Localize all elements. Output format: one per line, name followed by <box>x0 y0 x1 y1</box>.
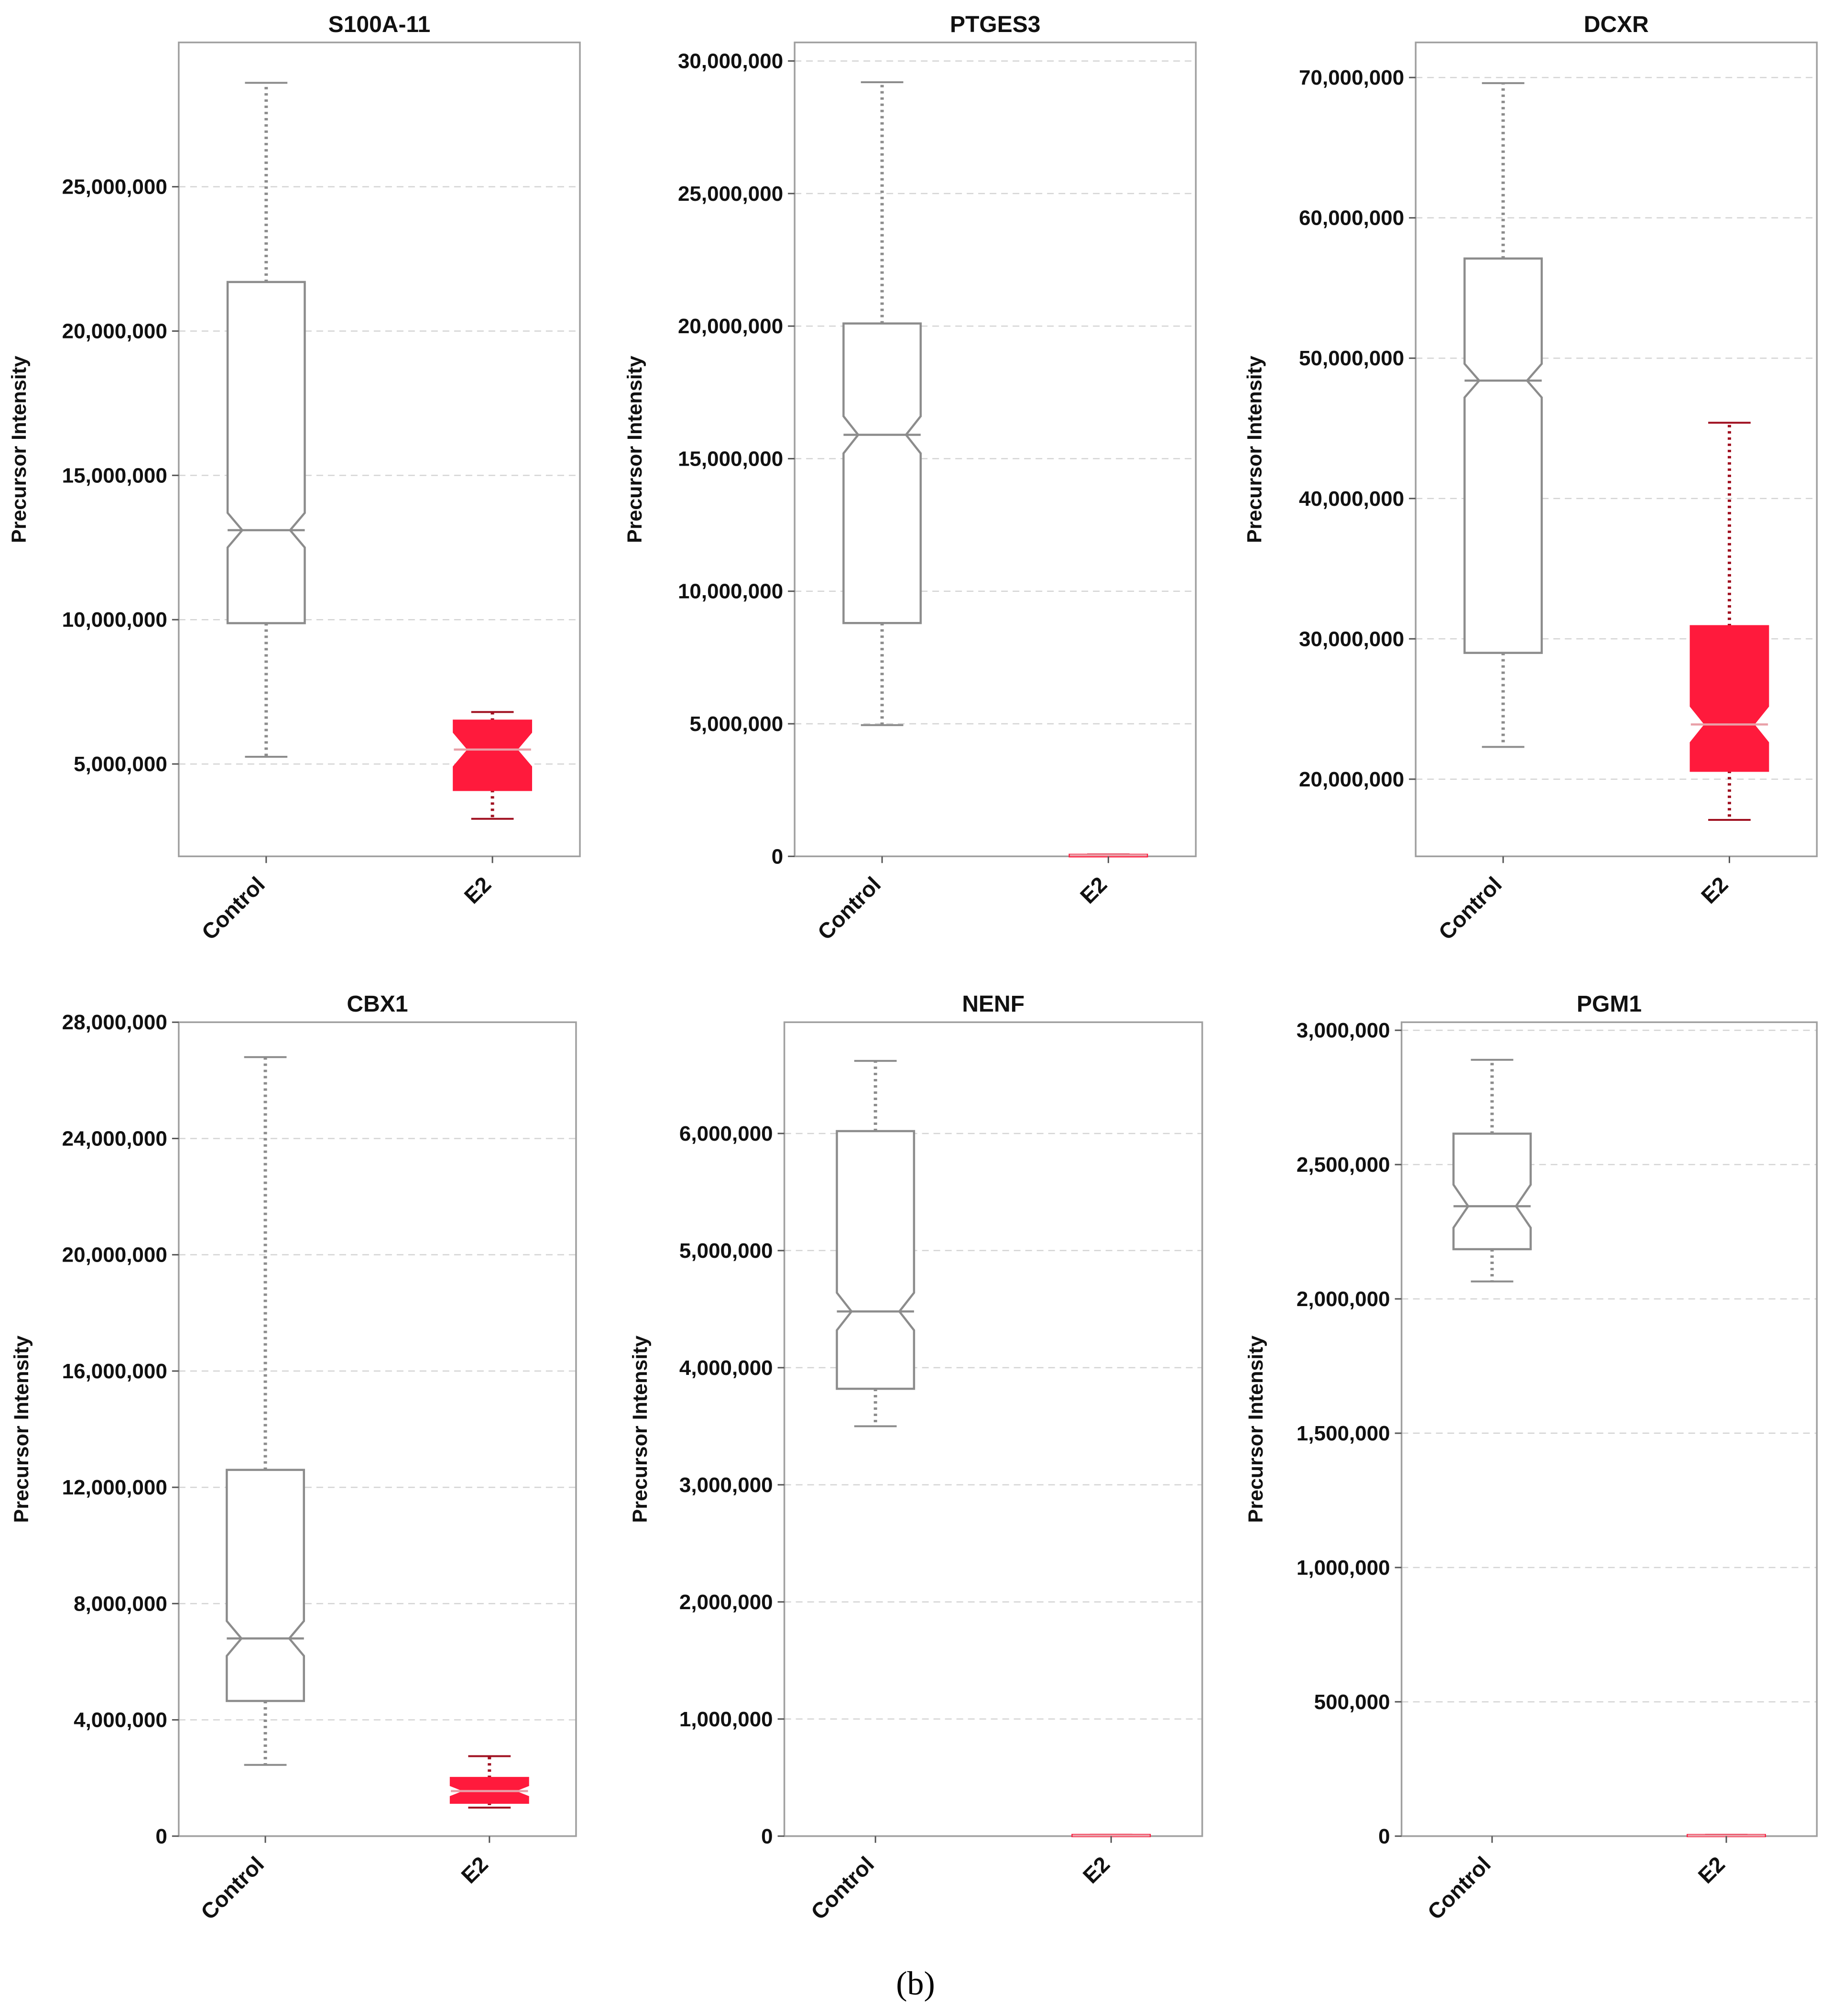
y-axis-label: Precursor Intensity <box>8 356 31 543</box>
x-tick-label: Control <box>196 1852 269 1924</box>
y-tick-label: 24,000,000 <box>62 1127 167 1150</box>
y-tick-label: 60,000,000 <box>1299 207 1404 230</box>
y-tick-label: 12,000,000 <box>62 1476 167 1499</box>
plot-frame <box>794 42 1197 858</box>
chart-cbx1: CBX1 Precursor Intensity 0 4,000,000 8,000,0… <box>10 992 577 1924</box>
y-tick-label: 5,000,000 <box>74 752 167 776</box>
plot-frame <box>1400 1021 1818 1837</box>
y-tick-label: 20,000,000 <box>62 1243 167 1267</box>
chart-s100a-11: S100A-11 Precursor Intensity 5,000,000 10,0… <box>8 12 581 945</box>
x-tick-label: E2 <box>1075 872 1112 909</box>
y-tick-label: 1,000,000 <box>1297 1556 1390 1580</box>
box-body <box>226 281 306 624</box>
box-body <box>1452 1133 1532 1251</box>
box-control <box>1463 82 1543 748</box>
chart-title: DCXR <box>1584 12 1649 37</box>
y-tick-label: 16,000,000 <box>62 1360 167 1383</box>
chart-title: S100A-11 <box>328 12 431 37</box>
box-body <box>1689 625 1769 772</box>
x-tick-label: E2 <box>459 872 496 909</box>
chart-pgm1: PGM1 Precursor Intensity 0 500,000 1,000,000… <box>1244 992 1818 1924</box>
y-tick-label: 5,000,000 <box>689 712 783 736</box>
chart-nenf: NENF Precursor Intensity 0 1,000,000 2,000,0… <box>629 992 1203 1924</box>
box-e2 <box>1071 1833 1151 1838</box>
y-tick-label: 4,000,000 <box>74 1709 167 1732</box>
box-control <box>1452 1058 1532 1283</box>
y-tick-label: 0 <box>772 845 783 868</box>
box-e2 <box>1687 1833 1766 1838</box>
y-tick-label: 25,000,000 <box>678 182 783 206</box>
y-tick-label: 5,000,000 <box>679 1239 773 1263</box>
y-tick-label: 20,000,000 <box>1299 768 1404 791</box>
y-tick-label: 15,000,000 <box>678 447 783 470</box>
y-tick-label: 20,000,000 <box>678 315 783 338</box>
box-body <box>836 1130 916 1390</box>
y-tick-label: 500,000 <box>1314 1690 1390 1714</box>
y-axis-label: Precursor Intensity <box>10 1335 33 1523</box>
box-body <box>1463 257 1543 654</box>
y-tick-label: 40,000,000 <box>1299 487 1404 511</box>
box-e2 <box>1689 422 1769 821</box>
box-e2 <box>1068 853 1148 858</box>
y-tick-label: 15,000,000 <box>62 464 167 487</box>
x-tick-label: E2 <box>456 1852 493 1888</box>
box-body <box>453 719 533 791</box>
box-body <box>226 1469 305 1702</box>
y-tick-label: 3,000,000 <box>679 1473 773 1497</box>
x-tick-label: E2 <box>1693 1852 1730 1888</box>
box-control <box>836 1060 916 1428</box>
figure-caption: (b) <box>896 1965 935 2002</box>
y-tick-label: 1,000,000 <box>679 1708 773 1731</box>
plot-frame <box>178 42 581 858</box>
x-tick-label: E2 <box>1696 872 1733 909</box>
y-axis-label: Precursor Intensity <box>1244 1335 1267 1523</box>
y-tick-label: 30,000,000 <box>1299 627 1404 651</box>
y-tick-label: 10,000,000 <box>62 608 167 632</box>
x-tick-label: E2 <box>1078 1852 1115 1888</box>
y-tick-label: 1,500,000 <box>1297 1422 1390 1445</box>
plot-frame <box>178 1021 577 1837</box>
y-tick-label: 0 <box>1378 1825 1390 1848</box>
y-axis-label: Precursor Intensity <box>623 356 646 543</box>
chart-title: PGM1 <box>1577 992 1642 1017</box>
box-e2 <box>449 1755 529 1809</box>
box-body <box>842 322 922 624</box>
plot-frame <box>783 1021 1203 1837</box>
box-e2 <box>453 711 533 820</box>
y-tick-label: 25,000,000 <box>62 175 167 199</box>
y-axis-label: Precursor Intensity <box>629 1335 652 1523</box>
y-tick-label: 2,000,000 <box>679 1591 773 1614</box>
y-tick-label: 30,000,000 <box>678 50 783 73</box>
chart-title: PTGES3 <box>950 12 1040 37</box>
x-tick-label: Control <box>1423 1852 1495 1924</box>
y-tick-label: 6,000,000 <box>679 1122 773 1145</box>
chart-title: CBX1 <box>347 992 408 1017</box>
y-tick-label: 50,000,000 <box>1299 347 1404 370</box>
box-control <box>226 82 306 758</box>
y-tick-label: 0 <box>155 1825 167 1848</box>
y-tick-label: 2,000,000 <box>1297 1287 1390 1311</box>
plot-frame <box>1415 42 1818 858</box>
y-tick-label: 20,000,000 <box>62 319 167 343</box>
y-axis-label: Precursor Intensity <box>1243 356 1266 543</box>
chart-ptges3: PTGES3 Precursor Intensity 0 5,000,000 10,00… <box>623 12 1197 945</box>
y-tick-label: 3,000,000 <box>1297 1019 1390 1042</box>
y-tick-label: 10,000,000 <box>678 580 783 603</box>
y-tick-label: 70,000,000 <box>1299 66 1404 89</box>
y-tick-label: 8,000,000 <box>74 1592 167 1615</box>
chart-dcxr: DCXR Precursor Intensity 20,000,000 30,000,… <box>1243 12 1818 945</box>
y-tick-label: 0 <box>761 1825 773 1848</box>
y-tick-label: 28,000,000 <box>62 1011 167 1034</box>
x-tick-label: Control <box>806 1852 879 1924</box>
y-tick-label: 4,000,000 <box>679 1356 773 1380</box>
chart-title: NENF <box>962 992 1024 1017</box>
x-tick-label: Control <box>813 872 885 945</box>
box-control <box>842 81 922 726</box>
y-tick-label: 2,500,000 <box>1297 1153 1390 1177</box>
x-tick-label: Control <box>1434 872 1506 945</box>
x-tick-label: Control <box>196 872 269 945</box>
box-control <box>226 1056 305 1766</box>
